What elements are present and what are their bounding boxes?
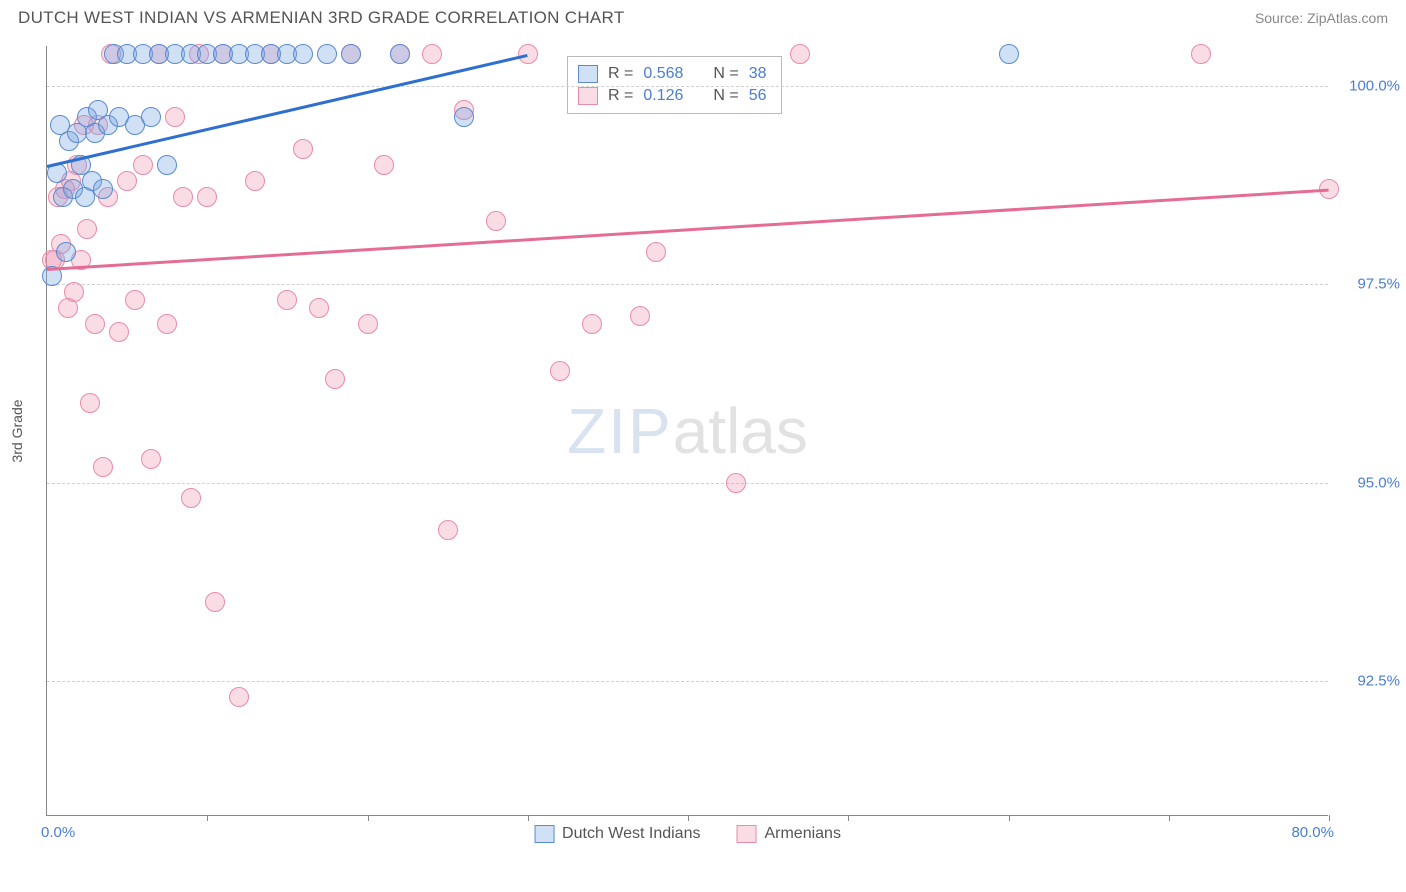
x-tick [1009, 815, 1010, 821]
r-value-2: 0.126 [643, 87, 683, 105]
n-label-2: N = [713, 87, 738, 105]
scatter-point [205, 592, 225, 612]
scatter-point [56, 242, 76, 262]
source-label: Source: ZipAtlas.com [1255, 10, 1388, 26]
scatter-point [64, 282, 84, 302]
n-value-1: 38 [749, 65, 767, 83]
scatter-point [293, 139, 313, 159]
y-tick-label: 95.0% [1357, 474, 1400, 491]
scatter-point [141, 449, 161, 469]
watermark: ZIPatlas [567, 394, 808, 468]
scatter-point [141, 107, 161, 127]
gridline-h [47, 284, 1328, 285]
plot-area: 3rd Grade ZIPatlas R = 0.568 N = 38 R = … [46, 46, 1328, 816]
gridline-h [47, 483, 1328, 484]
scatter-point [390, 44, 410, 64]
scatter-point [165, 107, 185, 127]
scatter-point [550, 361, 570, 381]
n-label: N = [713, 65, 738, 83]
bottom-swatch-1 [534, 825, 554, 843]
x-tick [207, 815, 208, 821]
watermark-part2: atlas [673, 395, 808, 467]
bottom-legend-item-2: Armenians [736, 825, 840, 843]
r-label-2: R = [608, 87, 633, 105]
trend-line [47, 189, 1329, 271]
scatter-point [518, 44, 538, 64]
scatter-point [790, 44, 810, 64]
x-tick [528, 815, 529, 821]
scatter-point [325, 369, 345, 389]
x-tick [1329, 815, 1330, 821]
scatter-point [77, 219, 97, 239]
watermark-part1: ZIP [567, 395, 673, 467]
scatter-point [630, 306, 650, 326]
x-max-label: 80.0% [1291, 824, 1334, 841]
scatter-point [1191, 44, 1211, 64]
x-min-label: 0.0% [41, 824, 75, 841]
chart-title: DUTCH WEST INDIAN VS ARMENIAN 3RD GRADE … [18, 8, 625, 28]
legend-row-series2: R = 0.126 N = 56 [578, 85, 767, 107]
scatter-point [277, 290, 297, 310]
plot-wrap: 3rd Grade ZIPatlas R = 0.568 N = 38 R = … [46, 46, 1328, 816]
y-tick-label: 97.5% [1357, 276, 1400, 293]
swatch-series2 [578, 87, 598, 105]
scatter-point [173, 187, 193, 207]
x-tick [1169, 815, 1170, 821]
scatter-point [109, 322, 129, 342]
scatter-point [80, 393, 100, 413]
y-axis-label: 3rd Grade [9, 399, 25, 462]
n-value-2: 56 [749, 87, 767, 105]
bottom-legend-label-1: Dutch West Indians [562, 825, 700, 843]
bottom-legend-label-2: Armenians [764, 825, 840, 843]
scatter-point [422, 44, 442, 64]
scatter-point [293, 44, 313, 64]
y-tick-label: 100.0% [1349, 77, 1400, 94]
gridline-h [47, 681, 1328, 682]
scatter-point [85, 314, 105, 334]
scatter-point [157, 314, 177, 334]
scatter-point [374, 155, 394, 175]
scatter-point [93, 457, 113, 477]
scatter-point [197, 187, 217, 207]
x-tick [848, 815, 849, 821]
scatter-point [726, 473, 746, 493]
y-tick-label: 92.5% [1357, 673, 1400, 690]
scatter-point [358, 314, 378, 334]
bottom-legend: Dutch West Indians Armenians [534, 825, 841, 843]
scatter-point [646, 242, 666, 262]
scatter-point [999, 44, 1019, 64]
scatter-point [133, 155, 153, 175]
scatter-point [117, 171, 137, 191]
x-tick [368, 815, 369, 821]
swatch-series1 [578, 65, 598, 83]
bottom-legend-item-1: Dutch West Indians [534, 825, 700, 843]
scatter-point [157, 155, 177, 175]
r-label: R = [608, 65, 633, 83]
scatter-point [125, 290, 145, 310]
scatter-point [438, 520, 458, 540]
scatter-point [317, 44, 337, 64]
scatter-point [93, 179, 113, 199]
legend-row-series1: R = 0.568 N = 38 [578, 63, 767, 85]
scatter-point [341, 44, 361, 64]
x-tick [688, 815, 689, 821]
bottom-swatch-2 [736, 825, 756, 843]
scatter-point [309, 298, 329, 318]
scatter-point [229, 687, 249, 707]
gridline-h [47, 86, 1328, 87]
scatter-point [181, 488, 201, 508]
title-bar: DUTCH WEST INDIAN VS ARMENIAN 3RD GRADE … [0, 0, 1406, 34]
scatter-point [582, 314, 602, 334]
scatter-point [245, 171, 265, 191]
r-value-1: 0.568 [643, 65, 683, 83]
scatter-point [454, 107, 474, 127]
scatter-point [486, 211, 506, 231]
